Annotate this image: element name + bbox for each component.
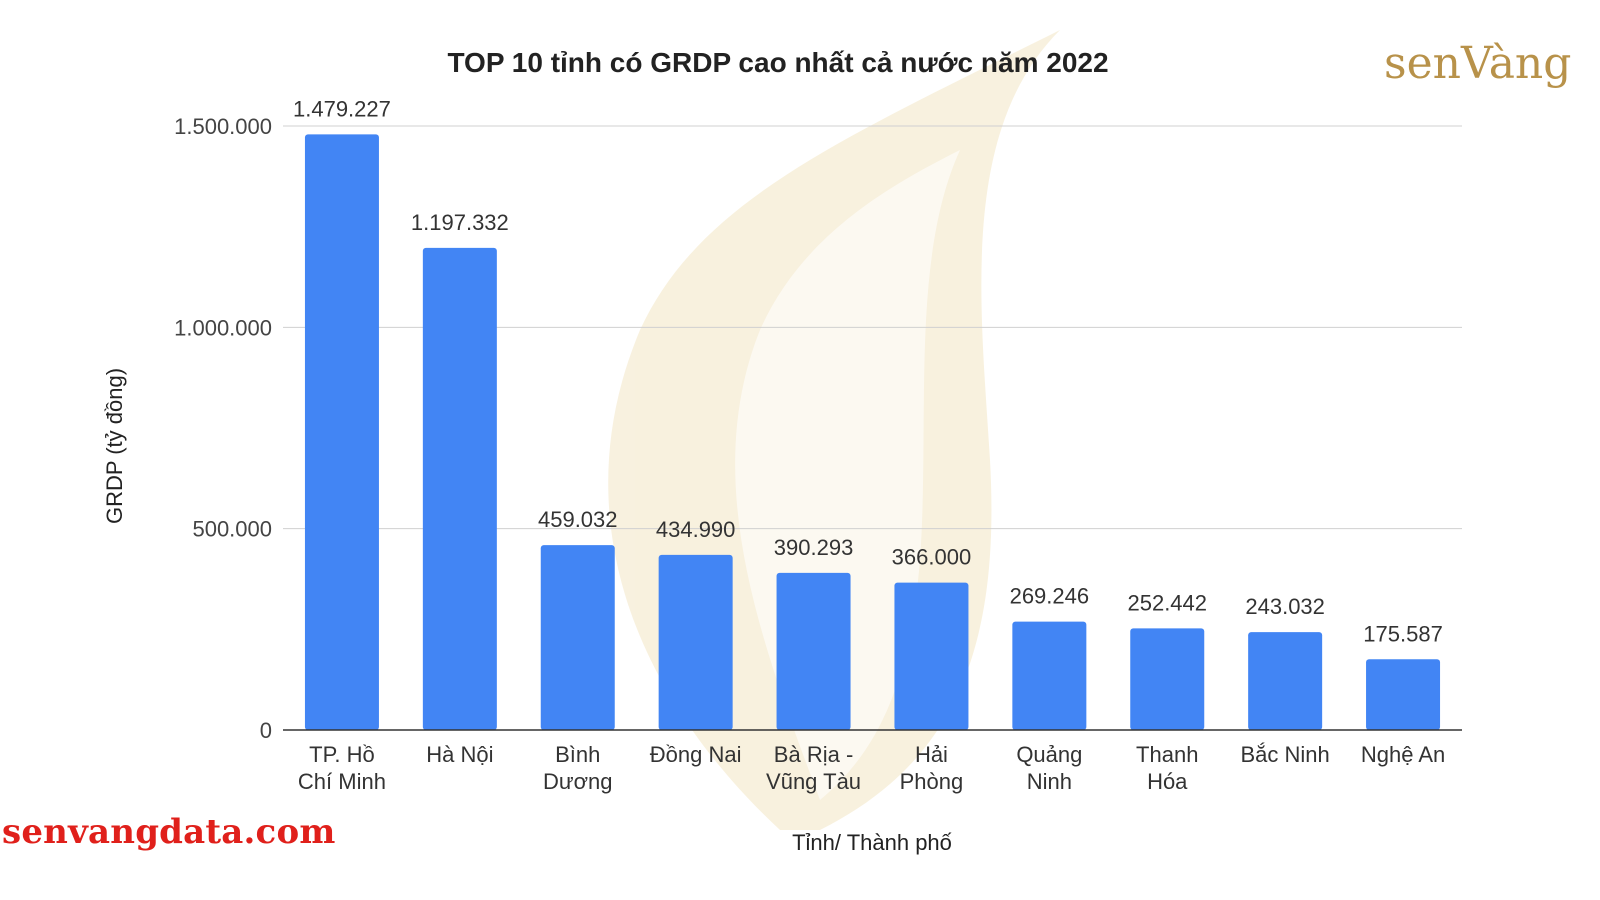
y-tick-label: 500.000 [192,517,272,542]
logo-text: senVàng [1384,38,1571,89]
senvang-logo: senVàng [1384,38,1571,89]
y-tick-label: 1.500.000 [174,114,272,139]
bar [776,572,851,730]
bar-value-label: 434.990 [656,517,736,542]
category-label: Hải [915,742,948,767]
bars [304,134,1441,730]
bar [1248,632,1323,730]
category-label: Vũng Tàu [766,769,861,794]
bar [1366,659,1441,730]
bar [422,247,497,730]
bar [304,134,379,730]
y-axis-title: GRDP (tỷ đồng) [102,368,127,524]
chart-title: TOP 10 tỉnh có GRDP cao nhất cả nước năm… [447,47,1108,78]
category-label: TP. Hồ [309,742,375,767]
category-label: Chí Minh [298,769,386,794]
y-axis-ticks: 0 500.000 1.000.000 1.500.000 [174,114,272,743]
bar-value-label: 1.479.227 [293,96,391,121]
bar-value-label: 269.246 [1010,584,1090,609]
category-label: Dương [543,769,613,794]
y-tick-label: 1.000.000 [174,315,272,340]
category-label: Bà Rịa - [774,742,853,767]
category-label: Bình [555,742,600,767]
bar-value-label: 175.587 [1363,621,1443,646]
bar [894,582,969,730]
y-tick-label: 0 [260,718,272,743]
category-label: Ninh [1027,769,1072,794]
category-label: Nghệ An [1361,742,1445,767]
bar [540,545,615,730]
category-label: Phòng [900,769,964,794]
category-label: Hà Nội [426,742,493,767]
website-label: senvangdata.com [2,812,336,852]
bar-value-label: 1.197.332 [411,210,509,235]
category-label: Quảng [1016,742,1082,767]
x-axis-title: Tỉnh/ Thành phố [792,830,952,855]
bar [658,554,733,730]
bar-value-label: 390.293 [774,535,854,560]
bar-value-label: 252.442 [1127,590,1207,615]
category-label: Bắc Ninh [1241,742,1330,767]
bar-value-label: 243.032 [1245,594,1325,619]
category-label: Đồng Nai [650,742,742,767]
data-labels: 1.479.227 1.197.332 459.032 434.990 390.293 3… [293,96,1443,646]
category-label: Thanh [1136,742,1198,767]
bar [1012,621,1087,730]
bar-value-label: 366.000 [892,545,972,570]
bar-value-label: 459.032 [538,507,618,532]
bar [1130,628,1205,730]
category-label: Hóa [1147,769,1188,794]
